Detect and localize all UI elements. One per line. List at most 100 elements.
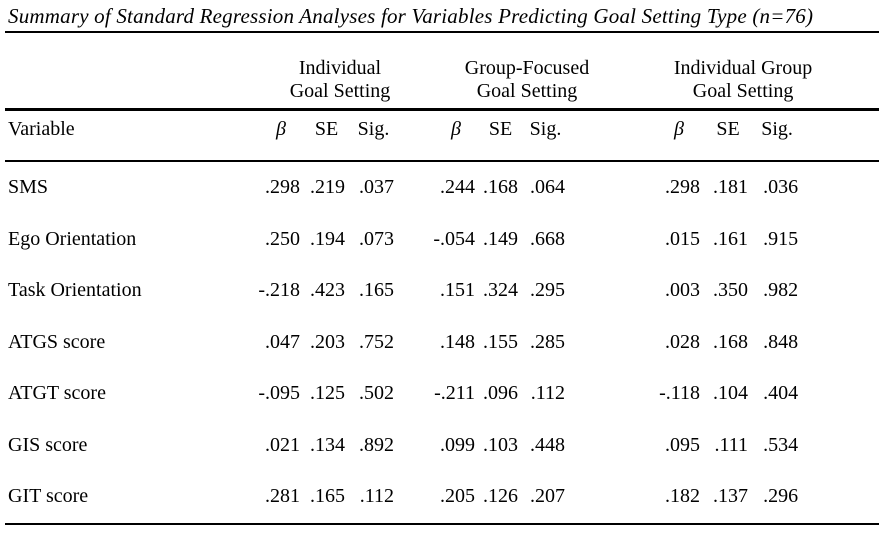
beta-header-g1: β — [254, 109, 300, 162]
table-cell: .423 — [310, 279, 345, 302]
table-cell: .096 — [483, 382, 518, 405]
table-cell: .181 — [713, 176, 749, 199]
row-label: ATGS score — [8, 330, 106, 353]
column-gap — [565, 368, 650, 420]
group-header-row: Individual Goal Setting Group-Focused Go… — [5, 33, 880, 111]
right-margin — [798, 214, 879, 266]
column-gap — [565, 265, 650, 317]
table-cell: .047 — [265, 330, 300, 353]
table-row: ATGT score -.095 .125 .502 -.211 .096 .1… — [5, 368, 879, 420]
table-cell: .205 — [440, 485, 475, 508]
column-gap — [394, 420, 429, 472]
right-margin — [798, 265, 879, 317]
table-cell: .104 — [713, 382, 749, 405]
column-gap — [565, 109, 651, 162]
column-gap — [394, 109, 429, 162]
row-label: GIT score — [8, 485, 89, 508]
right-margin — [798, 368, 879, 420]
right-margin — [798, 471, 879, 524]
table-cell: .137 — [713, 485, 749, 508]
table-cell: .281 — [265, 485, 300, 508]
row-label: Task Orientation — [8, 279, 142, 302]
table-cell: .099 — [440, 433, 475, 456]
column-gap — [394, 368, 429, 420]
se-header-g1: SE — [300, 109, 345, 162]
group-header-spacer — [5, 33, 254, 111]
table-cell: .168 — [483, 176, 518, 199]
right-margin — [798, 420, 879, 472]
right-margin — [798, 317, 879, 369]
row-label: GIS score — [8, 433, 88, 456]
table-cell: .250 — [265, 227, 300, 250]
column-gap — [394, 161, 429, 214]
se-header-g2: SE — [475, 109, 518, 162]
table-cell: -.054 — [433, 227, 475, 250]
table-cell: .125 — [310, 382, 345, 405]
table-cell: .037 — [359, 176, 394, 199]
table-row: Ego Orientation .250 .194 .073 -.054 .14… — [5, 214, 879, 266]
sig-header-g3: Sig. — [748, 109, 799, 162]
column-gap — [565, 33, 651, 111]
table-cell: .324 — [483, 279, 518, 302]
table-cell: .021 — [265, 433, 300, 456]
group-header-line1: Group-Focused — [464, 57, 590, 79]
table-cell: .448 — [530, 433, 566, 456]
group-header-individual: Individual Goal Setting — [254, 33, 394, 111]
table-cell: .111 — [714, 433, 749, 456]
table-title: Summary of Standard Regression Analyses … — [8, 4, 814, 28]
table-cell: .168 — [713, 330, 749, 353]
right-margin — [798, 33, 880, 111]
table-cell: .534 — [763, 433, 799, 456]
table-cell: .073 — [359, 227, 394, 250]
right-margin — [798, 109, 880, 162]
column-gap — [565, 214, 650, 266]
row-label: ATGT score — [8, 382, 106, 405]
table-cell: -.095 — [258, 382, 300, 405]
table-cell: .165 — [359, 279, 394, 302]
group-header-group-focused: Group-Focused Goal Setting — [429, 33, 589, 111]
table-cell: .982 — [763, 279, 799, 302]
table-row: Task Orientation -.218 .423 .165 .151 .3… — [5, 265, 879, 317]
right-margin — [798, 161, 879, 214]
table-cell: .915 — [763, 227, 799, 250]
beta-header-g2: β — [429, 109, 475, 162]
table-cell: .296 — [763, 485, 799, 508]
group-header-line2: Goal Setting — [476, 80, 578, 102]
table-cell: .064 — [530, 176, 566, 199]
table-cell: .155 — [483, 330, 518, 353]
group-header-line2: Goal Setting — [692, 80, 794, 102]
column-gap — [394, 214, 429, 266]
table-cell: .194 — [310, 227, 345, 250]
table-cell: .095 — [665, 433, 701, 456]
table-cell: .892 — [359, 433, 394, 456]
table-cell: .848 — [763, 330, 799, 353]
table-cell: .285 — [530, 330, 566, 353]
beta-header-g3: β — [650, 109, 701, 162]
title-rule — [5, 31, 879, 33]
table-row: GIS score .021 .134 .892 .099 .103 .448 … — [5, 420, 879, 472]
table-cell: .149 — [483, 227, 518, 250]
table-cell: .148 — [440, 330, 475, 353]
variable-header: Variable — [5, 109, 254, 162]
row-label: Ego Orientation — [8, 227, 137, 250]
table-cell: .015 — [665, 227, 701, 250]
table-cell: .028 — [665, 330, 701, 353]
column-gap — [394, 33, 429, 111]
table-cell: .103 — [483, 433, 518, 456]
table-cell: .134 — [310, 433, 345, 456]
table-row: GIT score .281 .165 .112 .205 .126 .207 … — [5, 471, 879, 524]
table-cell: .244 — [440, 176, 475, 199]
table-cell: .151 — [440, 279, 475, 302]
table-cell: -.211 — [434, 382, 475, 405]
table-cell: -.218 — [258, 279, 300, 302]
table-cell: .165 — [310, 485, 345, 508]
table-cell: .298 — [665, 176, 701, 199]
table-cell: .295 — [530, 279, 566, 302]
table-row: ATGS score .047 .203 .752 .148 .155 .285… — [5, 317, 879, 369]
regression-table: Individual Goal Setting Group-Focused Go… — [5, 33, 880, 525]
se-header-g3: SE — [700, 109, 749, 162]
table-cell: .207 — [530, 485, 566, 508]
table-cell: .112 — [359, 485, 394, 508]
column-gap — [565, 161, 650, 214]
row-label: SMS — [8, 176, 49, 199]
